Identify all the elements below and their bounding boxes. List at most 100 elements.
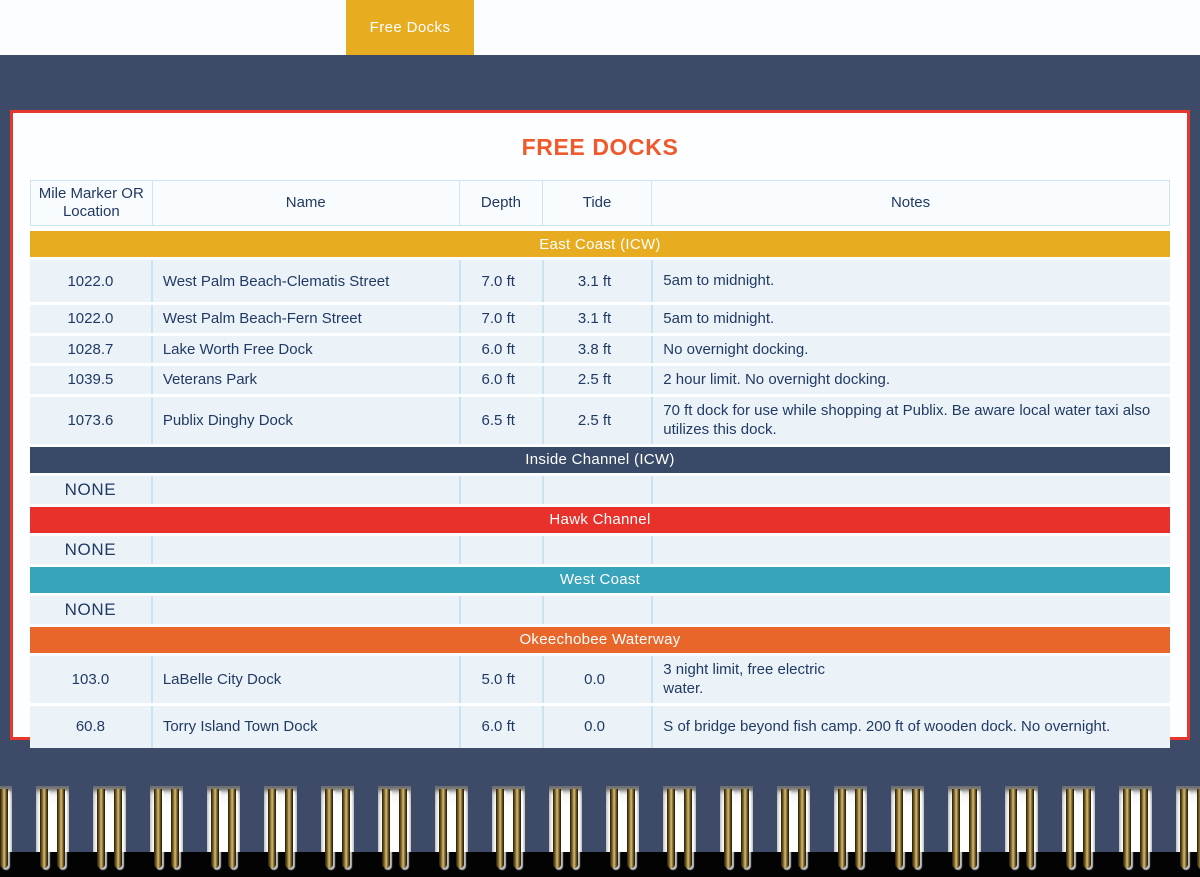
column-header-depth: Depth [458, 181, 542, 225]
binding-notch [549, 786, 582, 852]
binding-notch [150, 786, 183, 852]
binding-wire [154, 789, 162, 868]
cell-name: West Palm Beach-Fern Street [150, 305, 459, 333]
binding-wire [855, 789, 863, 868]
cell-name [150, 595, 459, 624]
cell-mile-marker: NONE [64, 479, 117, 499]
section-band: Inside Channel (ICW) [30, 446, 1170, 473]
binding-wire [513, 789, 521, 868]
column-header-mile-marker: Mile Marker OR Location [38, 185, 144, 220]
cell-tide: 0.0 [541, 705, 651, 748]
binding-wire [211, 789, 219, 868]
binding-notch [36, 786, 69, 852]
cell-tide: 3.1 ft [541, 260, 651, 302]
cell-notes: 3 night limit, free electric water. [651, 655, 1170, 703]
binding-notch [606, 786, 639, 852]
binding-wire [171, 789, 179, 868]
cell-tide [541, 475, 651, 504]
binding-wire [268, 789, 276, 868]
binding-notch [720, 786, 753, 852]
cell-name: Publix Dinghy Dock [150, 396, 459, 444]
binding-wire [228, 789, 236, 868]
binding-wire [627, 789, 635, 868]
binding-notch [834, 786, 867, 852]
cell-name: LaBelle City Dock [150, 655, 459, 703]
binding-wire [1066, 789, 1074, 868]
cell-notes [651, 595, 1170, 624]
cell-tide: 2.5 ft [541, 366, 651, 394]
binding-notch [93, 786, 126, 852]
binding-wire [553, 789, 561, 868]
cell-depth [458, 475, 542, 504]
binding-notch [207, 786, 240, 852]
free-docks-card: FREE DOCKS Mile Marker OR Location Name … [10, 110, 1190, 748]
binding-notch [0, 786, 12, 852]
binding-wire [0, 789, 8, 868]
binding-wire [1123, 789, 1131, 868]
table-row: 1022.0 West Palm Beach-Fern Street 7.0 ft 3… [30, 305, 1170, 333]
cell-mile-marker: 60.8 [75, 718, 106, 735]
binding-wire [1026, 789, 1034, 868]
cell-name: Lake Worth Free Dock [150, 335, 459, 363]
cell-depth: 6.0 ft [458, 366, 542, 394]
binding-wire [969, 789, 977, 868]
cell-mile-marker: NONE [64, 539, 117, 559]
binding-notch [663, 786, 696, 852]
section-band: Okeechobee Waterway [30, 626, 1170, 653]
cell-depth: 6.5 ft [458, 396, 542, 444]
binding-wire [342, 789, 350, 868]
cell-notes: No overnight docking. [651, 335, 1170, 363]
binding-wire [724, 789, 732, 868]
binding-wire [285, 789, 293, 868]
cell-tide [541, 535, 651, 564]
cell-notes: S of bridge beyond fish camp. 200 ft of … [651, 705, 1170, 748]
cell-depth: 6.0 ft [458, 335, 542, 363]
cell-mile-marker: 1022.0 [67, 272, 114, 290]
binding-notch [321, 786, 354, 852]
cell-name [150, 475, 459, 504]
cell-depth: 7.0 ft [458, 260, 542, 302]
column-header-tide: Tide [541, 181, 651, 225]
binding-notch [435, 786, 468, 852]
top-strip [0, 0, 1200, 55]
column-header-name: Name [151, 181, 459, 225]
binding-wire [798, 789, 806, 868]
binding-wire [325, 789, 333, 868]
binding-wire [838, 789, 846, 868]
binding-wire [57, 789, 65, 868]
cell-tide [541, 595, 651, 624]
cell-name [150, 535, 459, 564]
cell-notes: 70 ft dock for use while shopping at Pub… [651, 396, 1170, 444]
binding-notch [948, 786, 981, 852]
cell-notes: 5am to midnight. [651, 305, 1170, 333]
binding-notch [1119, 786, 1152, 852]
page-title: FREE DOCKS [521, 134, 679, 160]
cell-mile-marker: 1073.6 [67, 411, 114, 429]
binding-notch [777, 786, 810, 852]
cell-depth [458, 535, 542, 564]
cell-name: Veterans Park [150, 366, 459, 394]
table-row: 60.8 Torry Island Town Dock 6.0 ft 0.0 S of … [30, 705, 1170, 748]
table-row: 103.0 LaBelle City Dock 5.0 ft 0.0 3 night l… [30, 655, 1170, 703]
cell-notes [651, 535, 1170, 564]
tab-free-docks[interactable]: Free Docks [346, 0, 474, 55]
binding-notch [492, 786, 525, 852]
binding-wire [781, 789, 789, 868]
cell-depth: 5.0 ft [458, 655, 542, 703]
cell-tide: 0.0 [541, 655, 651, 703]
binding-wire [382, 789, 390, 868]
binding-wire [741, 789, 749, 868]
cell-notes [651, 475, 1170, 504]
binding-wire [97, 789, 105, 868]
binding-notch [1005, 786, 1038, 852]
cell-depth: 6.0 ft [458, 705, 542, 748]
table-row: 1028.7 Lake Worth Free Dock 6.0 ft 3.8 ft No… [30, 335, 1170, 363]
binding-wire [1140, 789, 1148, 868]
binding-wire [570, 789, 578, 868]
binding-wire [496, 789, 504, 868]
binding-notch [1176, 786, 1200, 852]
binding-shadow-strip [0, 852, 1200, 877]
cell-mile-marker: 1022.0 [67, 310, 114, 328]
binding-wire [895, 789, 903, 868]
binding-notch [891, 786, 924, 852]
